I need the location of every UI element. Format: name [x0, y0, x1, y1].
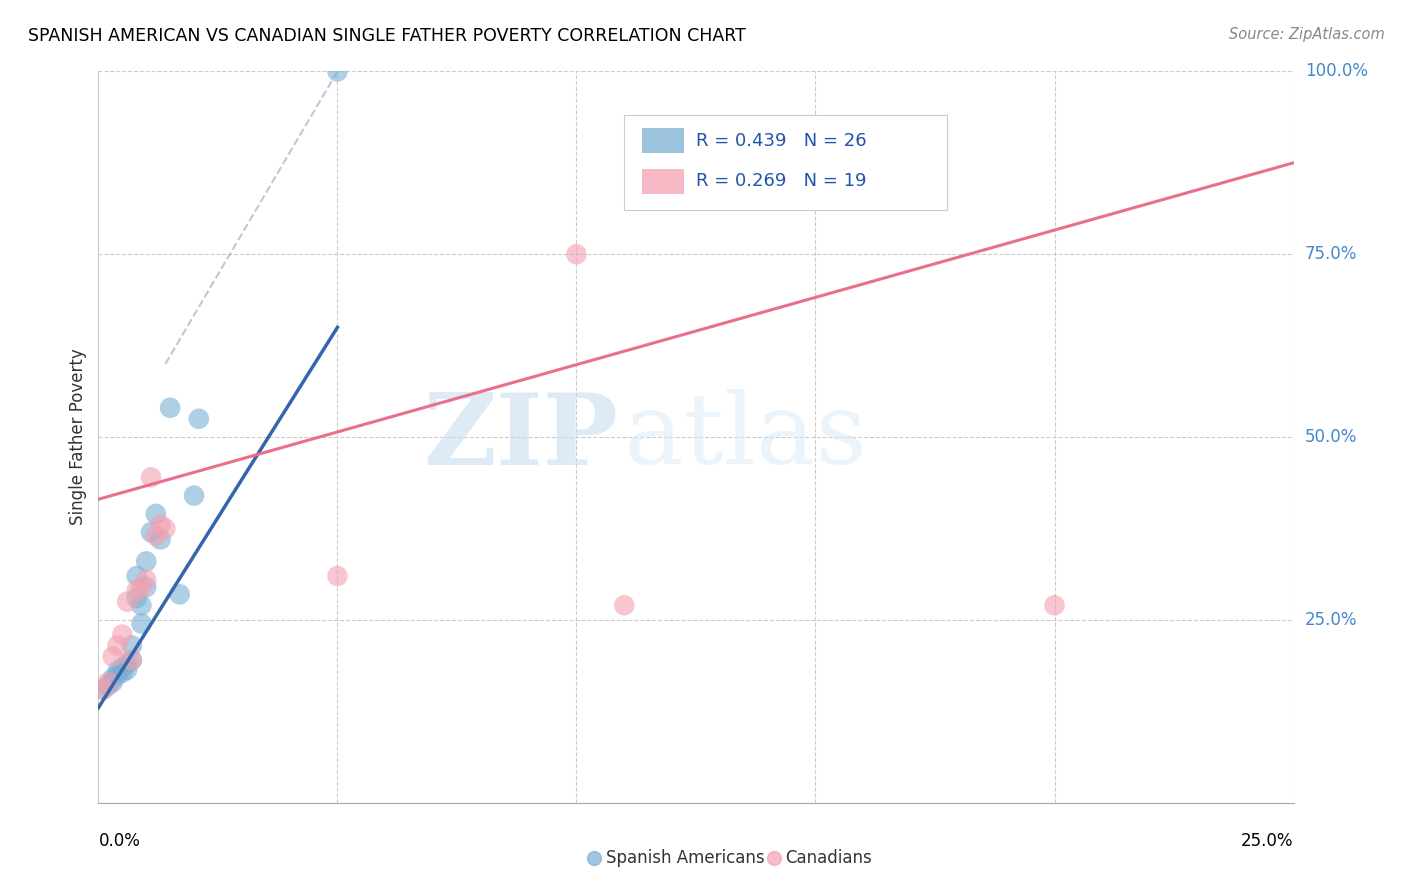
Point	[135, 573, 157, 587]
Point	[135, 580, 157, 594]
Point	[115, 663, 138, 677]
Point	[101, 675, 124, 690]
Point	[111, 627, 134, 641]
Text: Source: ZipAtlas.com: Source: ZipAtlas.com	[1229, 27, 1385, 42]
Point	[125, 569, 148, 583]
FancyBboxPatch shape	[643, 169, 685, 194]
Point	[107, 639, 129, 653]
Point	[149, 517, 172, 532]
Point	[101, 649, 124, 664]
Point	[111, 660, 134, 674]
FancyBboxPatch shape	[643, 128, 685, 153]
Point	[149, 533, 172, 547]
Point	[125, 583, 148, 598]
Point	[131, 616, 153, 631]
Point	[139, 525, 162, 540]
Text: 50.0%: 50.0%	[1305, 428, 1357, 446]
Point	[97, 675, 120, 690]
Point	[155, 521, 177, 535]
Text: SPANISH AMERICAN VS CANADIAN SINGLE FATHER POVERTY CORRELATION CHART: SPANISH AMERICAN VS CANADIAN SINGLE FATH…	[28, 27, 747, 45]
Point	[91, 682, 114, 697]
Point	[139, 470, 162, 484]
Point	[101, 672, 124, 686]
Point	[326, 569, 349, 583]
FancyBboxPatch shape	[624, 115, 946, 211]
Text: 25.0%: 25.0%	[1305, 611, 1357, 629]
Point	[183, 489, 205, 503]
Point	[91, 682, 114, 697]
Point	[131, 580, 153, 594]
Text: Canadians: Canadians	[786, 848, 872, 867]
Point	[115, 594, 138, 608]
Point	[565, 247, 588, 261]
Text: ZIP: ZIP	[423, 389, 619, 485]
Point	[107, 664, 129, 678]
Point	[121, 639, 143, 653]
Text: R = 0.269   N = 19: R = 0.269 N = 19	[696, 172, 866, 190]
Point	[131, 599, 153, 613]
Point	[1043, 599, 1066, 613]
Text: 100.0%: 100.0%	[1305, 62, 1368, 80]
Point	[613, 599, 636, 613]
Text: R = 0.439   N = 26: R = 0.439 N = 26	[696, 132, 866, 150]
Y-axis label: Single Father Poverty: Single Father Poverty	[69, 349, 87, 525]
Point	[169, 587, 191, 601]
Point	[121, 653, 143, 667]
Point	[107, 667, 129, 681]
Point	[115, 657, 138, 671]
Point	[135, 554, 157, 568]
Text: Spanish Americans: Spanish Americans	[606, 848, 765, 867]
Point	[326, 64, 349, 78]
Point	[111, 665, 134, 680]
Point	[97, 679, 120, 693]
Point	[121, 653, 143, 667]
Point	[145, 507, 167, 521]
Point	[125, 591, 148, 605]
Text: 0.0%: 0.0%	[98, 832, 141, 850]
Text: 25.0%: 25.0%	[1241, 832, 1294, 850]
Point	[145, 529, 167, 543]
Text: atlas: atlas	[624, 389, 868, 485]
Point	[159, 401, 181, 415]
Text: 75.0%: 75.0%	[1305, 245, 1357, 263]
Point	[187, 412, 209, 426]
